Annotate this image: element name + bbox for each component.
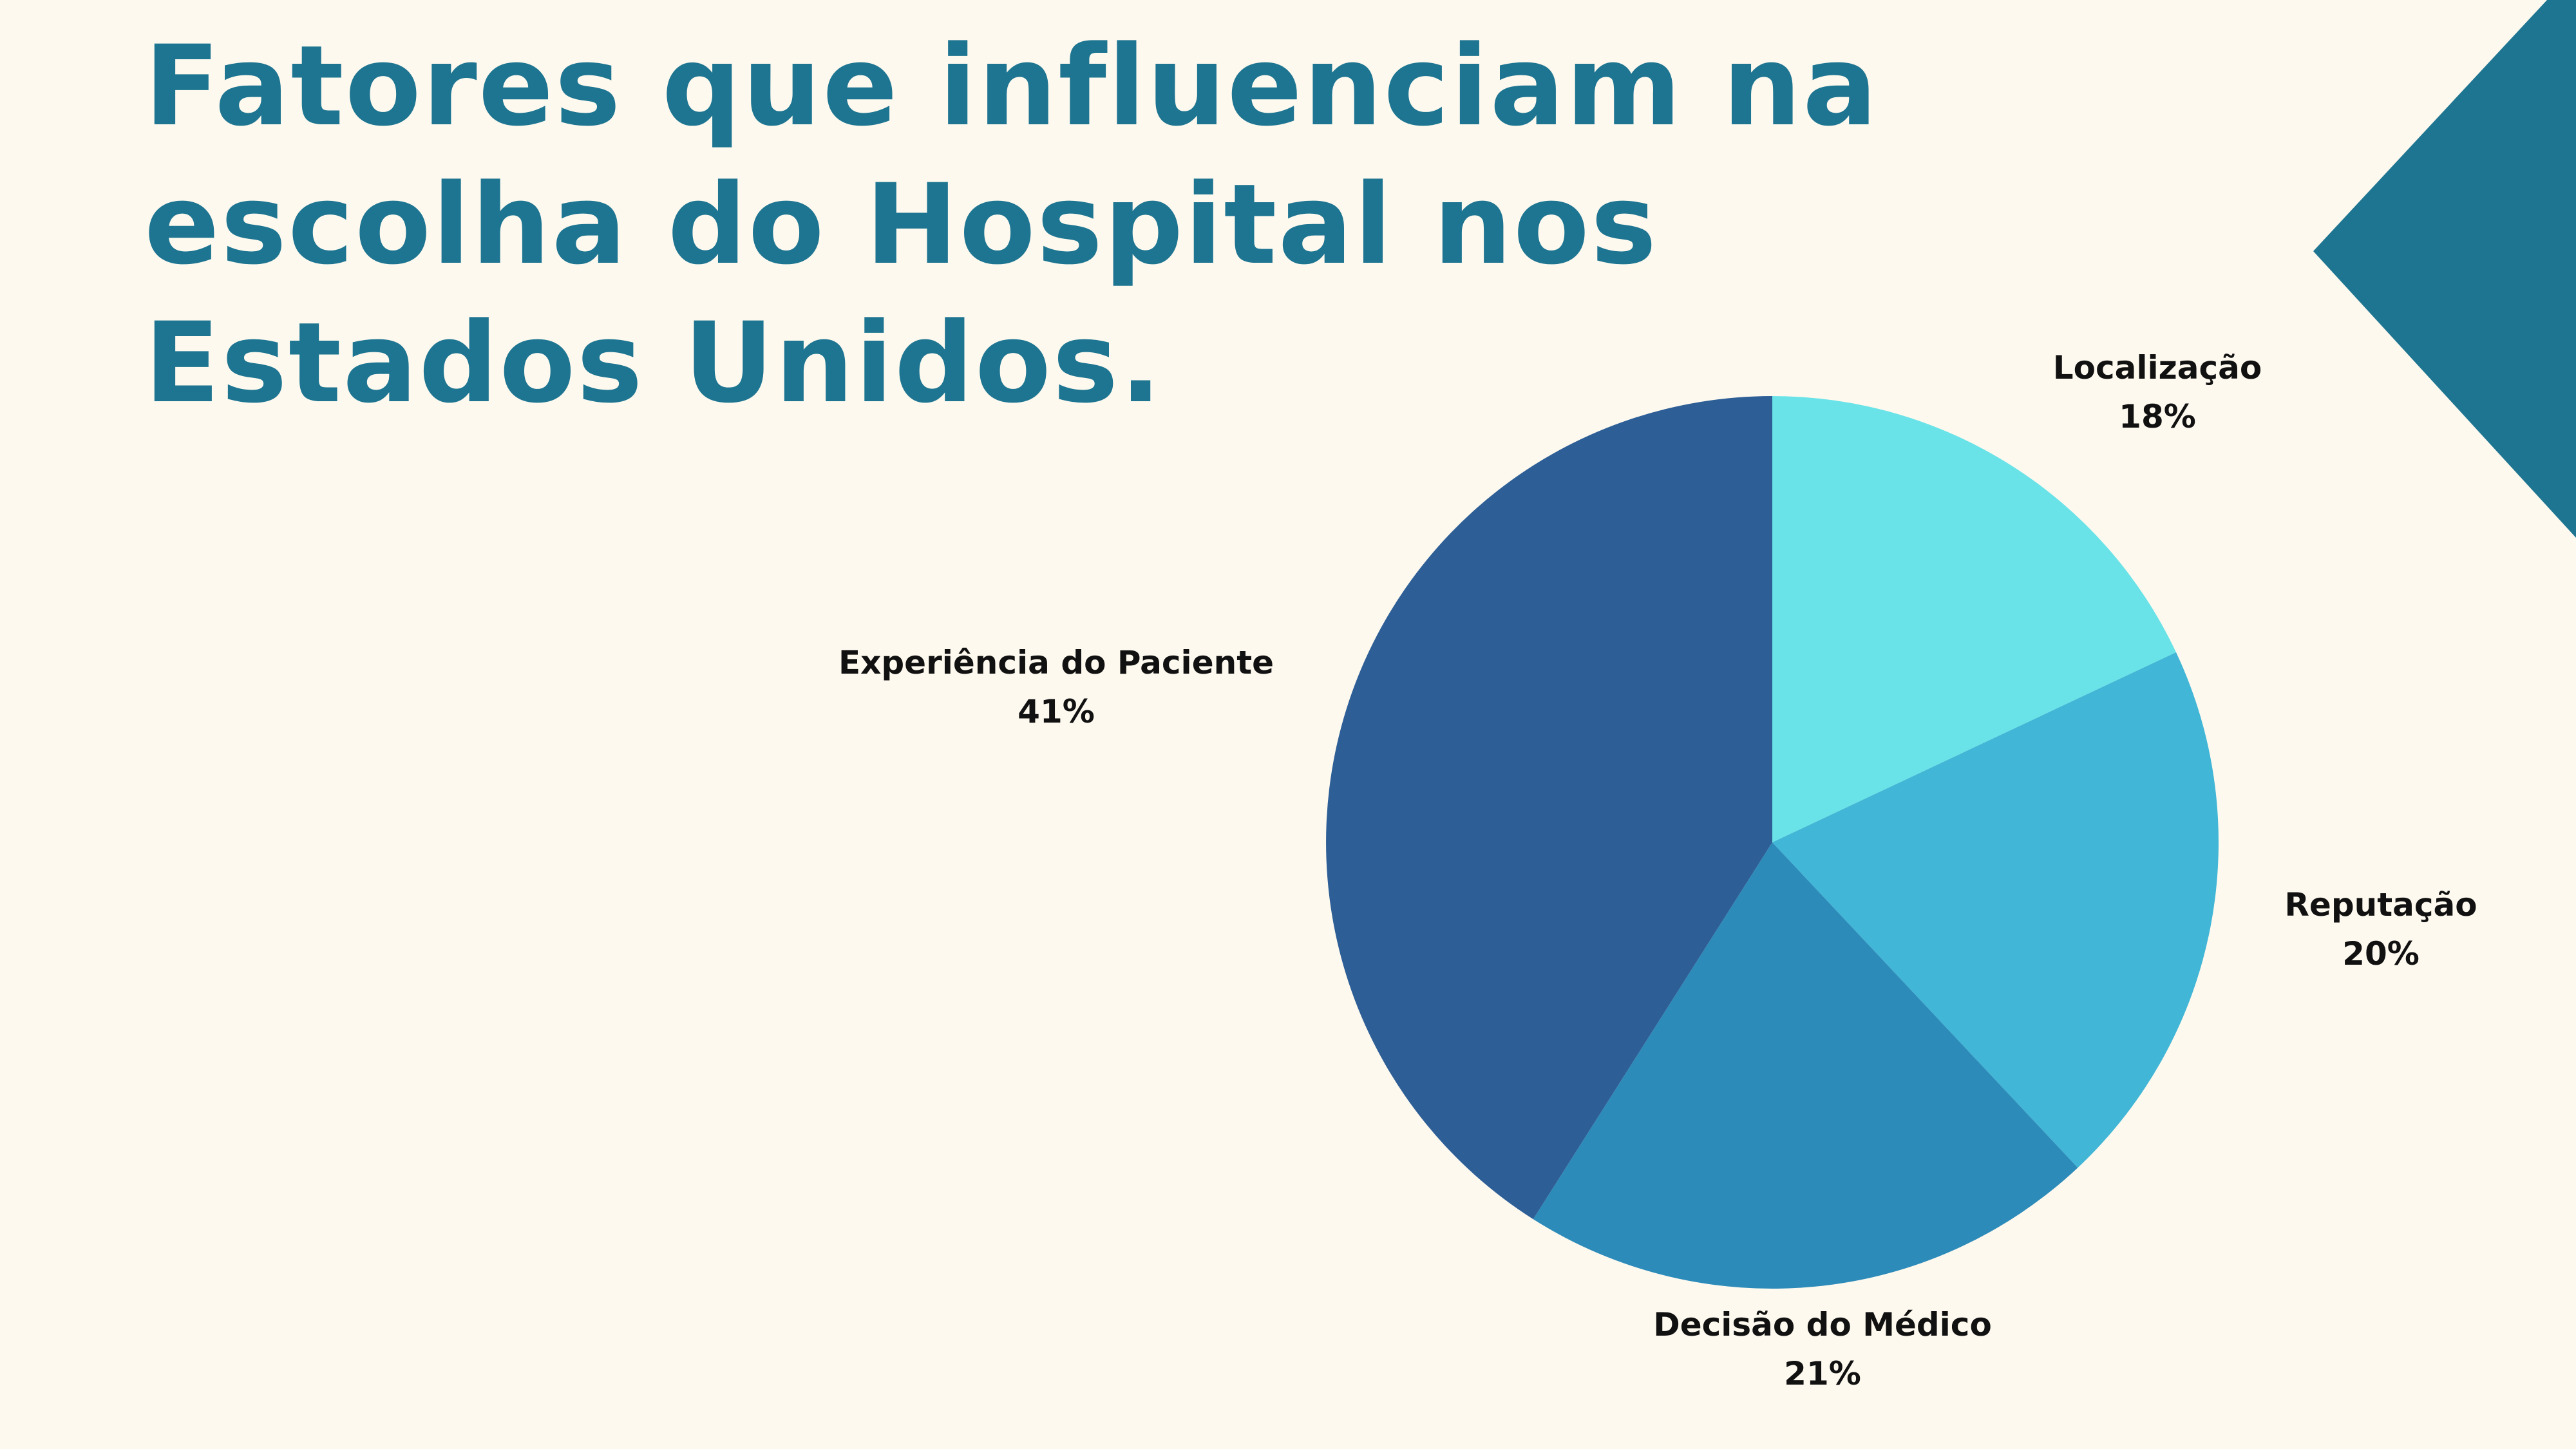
pie-slice-3 [1533,842,2078,1289]
slice-label-4: Experiência do Paciente [838,644,1274,681]
slice-label-3: Decisão do Médico [1653,1306,1992,1343]
pie-slice-4 [1326,396,1772,1220]
slice-value-label-4: 41% [1018,693,1095,730]
slice-value-label-2: 20% [2342,935,2420,972]
slice-label-1: Localização [2053,349,2262,386]
page-title: Fatores que influenciam na escolha do Ho… [144,21,1879,428]
pie-slice-1 [1772,396,2176,842]
corner-triangle-shape [2313,0,2576,538]
pie-slice-2 [1772,652,2219,1168]
slice-value-label-3: 21% [1784,1355,1861,1392]
slice-value-label-1: 18% [2119,398,2196,435]
slice-label-2: Reputação [2284,886,2477,923]
